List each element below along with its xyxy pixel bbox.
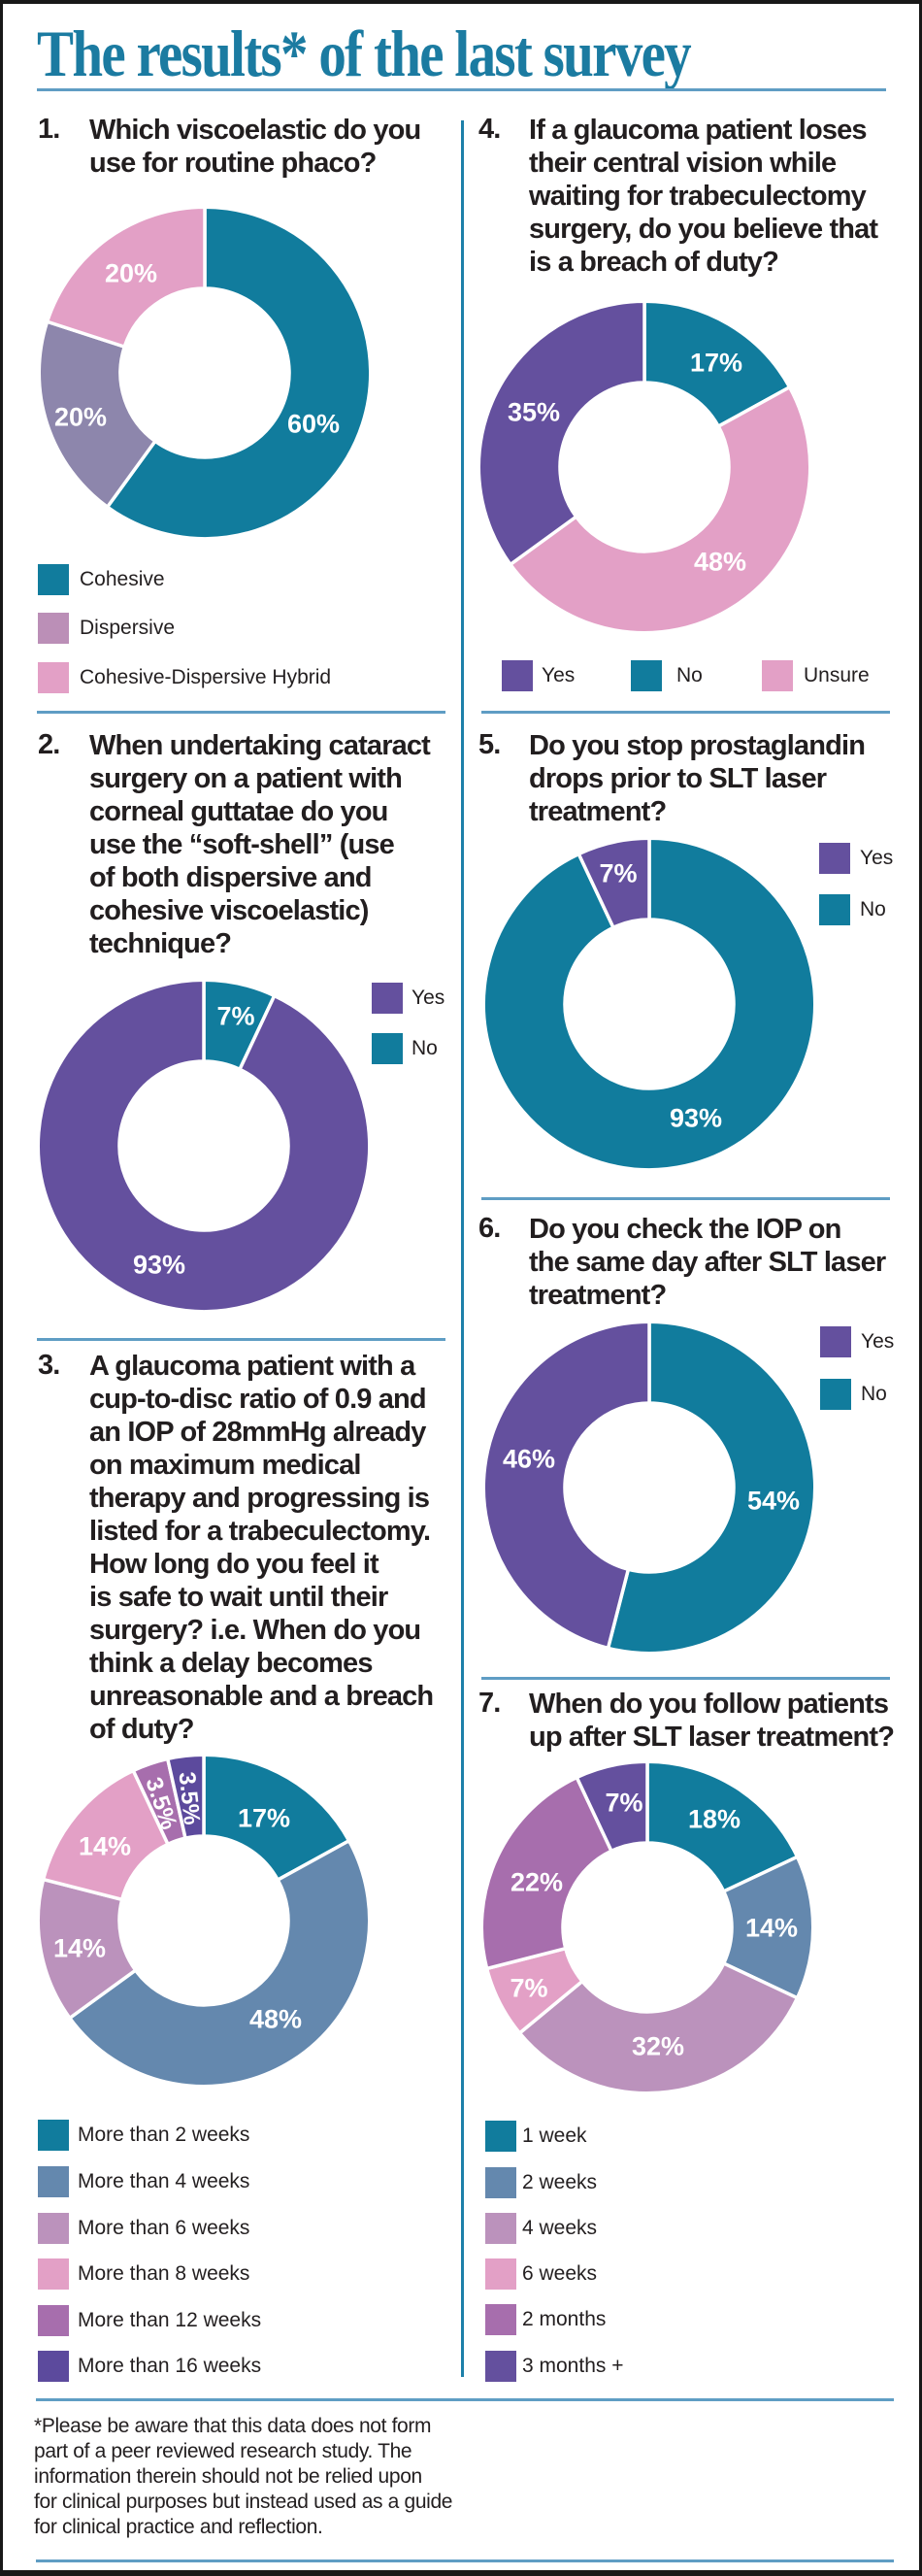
svg-text:93%: 93%	[133, 1251, 185, 1280]
svg-text:54%: 54%	[747, 1487, 800, 1516]
svg-text:20%: 20%	[54, 403, 107, 432]
svg-text:7%: 7%	[599, 859, 637, 888]
svg-text:60%: 60%	[287, 410, 340, 439]
svg-text:18%: 18%	[688, 1805, 741, 1834]
svg-text:32%: 32%	[632, 2032, 684, 2061]
svg-text:48%: 48%	[249, 2005, 302, 2034]
svg-text:14%: 14%	[79, 1832, 131, 1861]
svg-text:17%: 17%	[238, 1804, 290, 1833]
svg-text:48%: 48%	[694, 548, 746, 577]
svg-text:17%: 17%	[690, 349, 742, 378]
svg-text:3.5%: 3.5%	[174, 1771, 206, 1826]
svg-text:7%: 7%	[605, 1789, 642, 1818]
svg-text:7%: 7%	[510, 1974, 547, 2003]
svg-text:7%: 7%	[216, 1002, 254, 1031]
svg-text:46%: 46%	[503, 1445, 555, 1474]
svg-text:35%: 35%	[508, 398, 560, 427]
svg-text:14%: 14%	[745, 1914, 798, 1943]
svg-text:20%: 20%	[105, 259, 157, 288]
svg-text:22%: 22%	[510, 1868, 563, 1897]
svg-text:93%: 93%	[670, 1104, 722, 1133]
svg-text:14%: 14%	[53, 1934, 106, 1963]
